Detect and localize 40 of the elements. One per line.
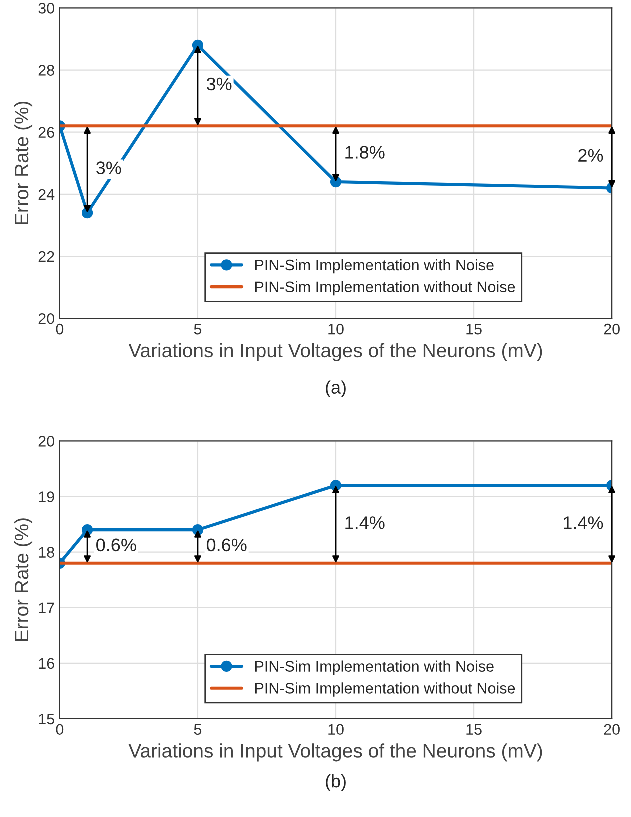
y-tick-label: 20 [38, 436, 54, 447]
x-tick-label: 5 [194, 724, 202, 736]
x-tick-label: 5 [194, 324, 202, 335]
y-tick-label: 16 [39, 658, 54, 670]
y-tick-label: 18 [39, 547, 54, 558]
y-tick-label: 22 [38, 251, 54, 262]
annotation: 3% [206, 78, 232, 91]
y-axis-title: Error Rate (%) [14, 518, 33, 642]
x-tick-label: 10 [328, 324, 344, 335]
annotation: 1.4% [564, 516, 604, 530]
annotation: 1.4% [346, 516, 385, 530]
y-tick-label: 17 [39, 602, 54, 614]
legend-label: PIN-Sim Implementation with Noise [256, 660, 494, 675]
legend-label: PIN-Sim Implementation with Noise [256, 259, 494, 274]
x-axis-title: Variations in Input Voltages of the Neurons (mV) [128, 343, 542, 362]
x-tick-label: 15 [466, 724, 482, 736]
annotation: 0.6% [206, 538, 247, 552]
x-tick-label: 15 [466, 324, 482, 335]
text: (b) [326, 774, 346, 792]
y-tick-label: 26 [38, 127, 54, 138]
x-tick-label: 20 [604, 724, 620, 736]
text: (a) [326, 380, 346, 398]
x-axis-title: Variations in Input Voltages of the Neurons (mV) [128, 744, 542, 762]
y-tick-label: 20 [38, 314, 54, 324]
y-axis-title: Error Rate (%) [14, 102, 33, 224]
y-tick-label: 28 [38, 65, 54, 76]
y-tick-label: 24 [38, 189, 55, 200]
annotation: 2% [578, 149, 604, 162]
x-tick-label: 20 [604, 324, 620, 335]
x-tick-label: 0 [56, 724, 64, 736]
y-tick-label: 30 [38, 3, 54, 14]
annotation: 1.8% [346, 146, 385, 159]
y-tick-label: 19 [39, 492, 54, 502]
annotation: 0.6% [96, 538, 136, 552]
x-tick-label: 0 [56, 324, 64, 335]
y-tick-label: 15 [39, 714, 54, 725]
annotation: 3% [96, 162, 122, 174]
x-tick-label: 10 [328, 724, 344, 736]
legend-label: PIN-Sim Implementation without Noise [256, 281, 516, 296]
legend-label: PIN-Sim Implementation without Noise [256, 682, 516, 697]
